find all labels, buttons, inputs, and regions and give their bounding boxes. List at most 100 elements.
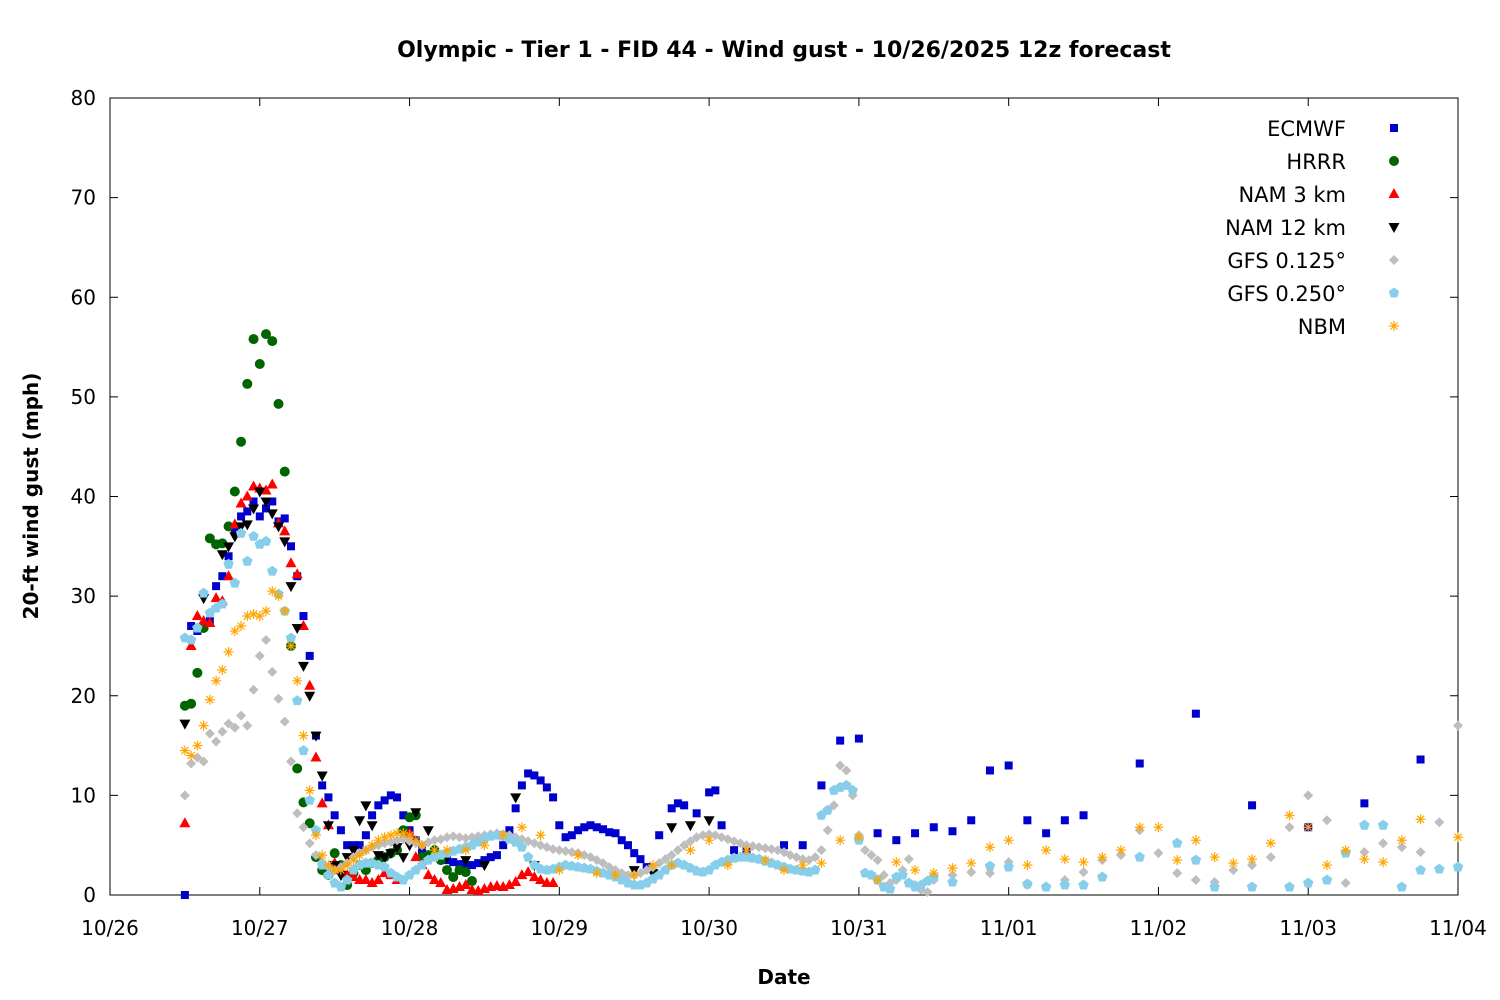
data-point (292, 808, 303, 819)
data-point (1078, 857, 1089, 868)
data-point (605, 828, 614, 837)
data-point (292, 763, 303, 774)
data-point (511, 804, 520, 813)
data-point (449, 858, 458, 867)
x-axis: 10/26 10/27 10/28 10/29 10/30 10/31 11/01 11/02… (81, 98, 1487, 940)
data-point (316, 771, 328, 782)
data-point (179, 790, 190, 801)
data-point (530, 771, 539, 780)
legend-label: ECMWF (1267, 117, 1346, 141)
data-point (229, 577, 241, 588)
data-point (380, 796, 389, 805)
data-point (555, 821, 564, 830)
data-point (236, 436, 247, 447)
data-point (816, 845, 827, 856)
data-point (368, 811, 377, 820)
data-point (841, 765, 852, 776)
data-point (747, 841, 758, 852)
data-point (1059, 854, 1070, 865)
data-point (672, 845, 683, 856)
data-point (891, 857, 902, 868)
data-point (242, 378, 253, 389)
data-point (279, 537, 291, 548)
data-point (592, 823, 601, 832)
data-point (685, 845, 696, 856)
data-point (586, 821, 595, 830)
data-point (897, 869, 908, 880)
data-point (241, 520, 253, 531)
data-point (304, 818, 315, 829)
data-point (291, 568, 303, 579)
data-point (442, 865, 452, 876)
data-point (741, 845, 752, 856)
x-tick-label: 10/29 (531, 916, 589, 940)
data-point (397, 853, 409, 864)
data-point (580, 823, 589, 832)
legend-label: HRRR (1286, 150, 1346, 174)
data-point (204, 617, 216, 628)
data-point (285, 582, 297, 593)
data-point (305, 651, 314, 660)
data-point (1453, 720, 1463, 731)
data-point (268, 497, 277, 506)
data-point (866, 850, 877, 861)
data-point (474, 859, 483, 868)
data-point (1022, 878, 1033, 889)
data-point (928, 868, 939, 879)
data-point (367, 840, 378, 851)
data-point (779, 865, 789, 876)
data-point (510, 876, 522, 887)
data-point (198, 615, 210, 626)
legend-marker (1389, 255, 1399, 265)
data-point (660, 854, 671, 865)
legend-marker (1389, 321, 1399, 331)
data-point (517, 781, 526, 790)
legend-marker (1388, 223, 1400, 233)
data-point (542, 783, 551, 792)
data-point (223, 542, 235, 553)
data-point (574, 826, 583, 835)
data-point (179, 719, 191, 730)
data-point (516, 822, 527, 833)
data-point (460, 856, 472, 867)
data-point (685, 836, 696, 847)
legend: ECMWF HRRR NAM 3 km NAM 12 km GFS 0.125° GFS … (1225, 117, 1400, 339)
data-point (1209, 852, 1220, 863)
data-point (599, 825, 608, 834)
data-point (703, 816, 715, 827)
data-point (1415, 814, 1426, 825)
data-point (229, 722, 240, 733)
data-point (966, 867, 977, 878)
data-point (260, 484, 272, 495)
legend-label: NAM 12 km (1225, 216, 1346, 240)
data-point (1022, 860, 1033, 871)
data-point (442, 832, 452, 843)
data-point (1172, 855, 1183, 866)
data-point (229, 625, 240, 636)
data-point (984, 860, 996, 871)
data-point (548, 844, 559, 855)
data-point (335, 865, 346, 876)
data-point (304, 838, 315, 849)
data-point (254, 487, 266, 498)
data-point (535, 830, 546, 841)
data-point (217, 726, 228, 737)
data-point (853, 832, 864, 843)
x-tick-label: 11/04 (1429, 916, 1487, 940)
data-point (1153, 822, 1164, 833)
data-point (617, 836, 626, 845)
data-point (1079, 811, 1088, 820)
data-point (1378, 857, 1389, 868)
y-tick-label: 70 (71, 186, 96, 210)
data-point (822, 825, 833, 836)
data-point (1171, 837, 1183, 848)
data-point (267, 565, 278, 576)
data-point (717, 821, 726, 830)
data-point (498, 830, 509, 841)
data-point (236, 621, 247, 632)
data-point (379, 832, 390, 843)
data-point (347, 846, 359, 857)
data-point (392, 835, 403, 846)
x-tick-label: 10/28 (381, 916, 439, 940)
data-point (330, 811, 339, 820)
